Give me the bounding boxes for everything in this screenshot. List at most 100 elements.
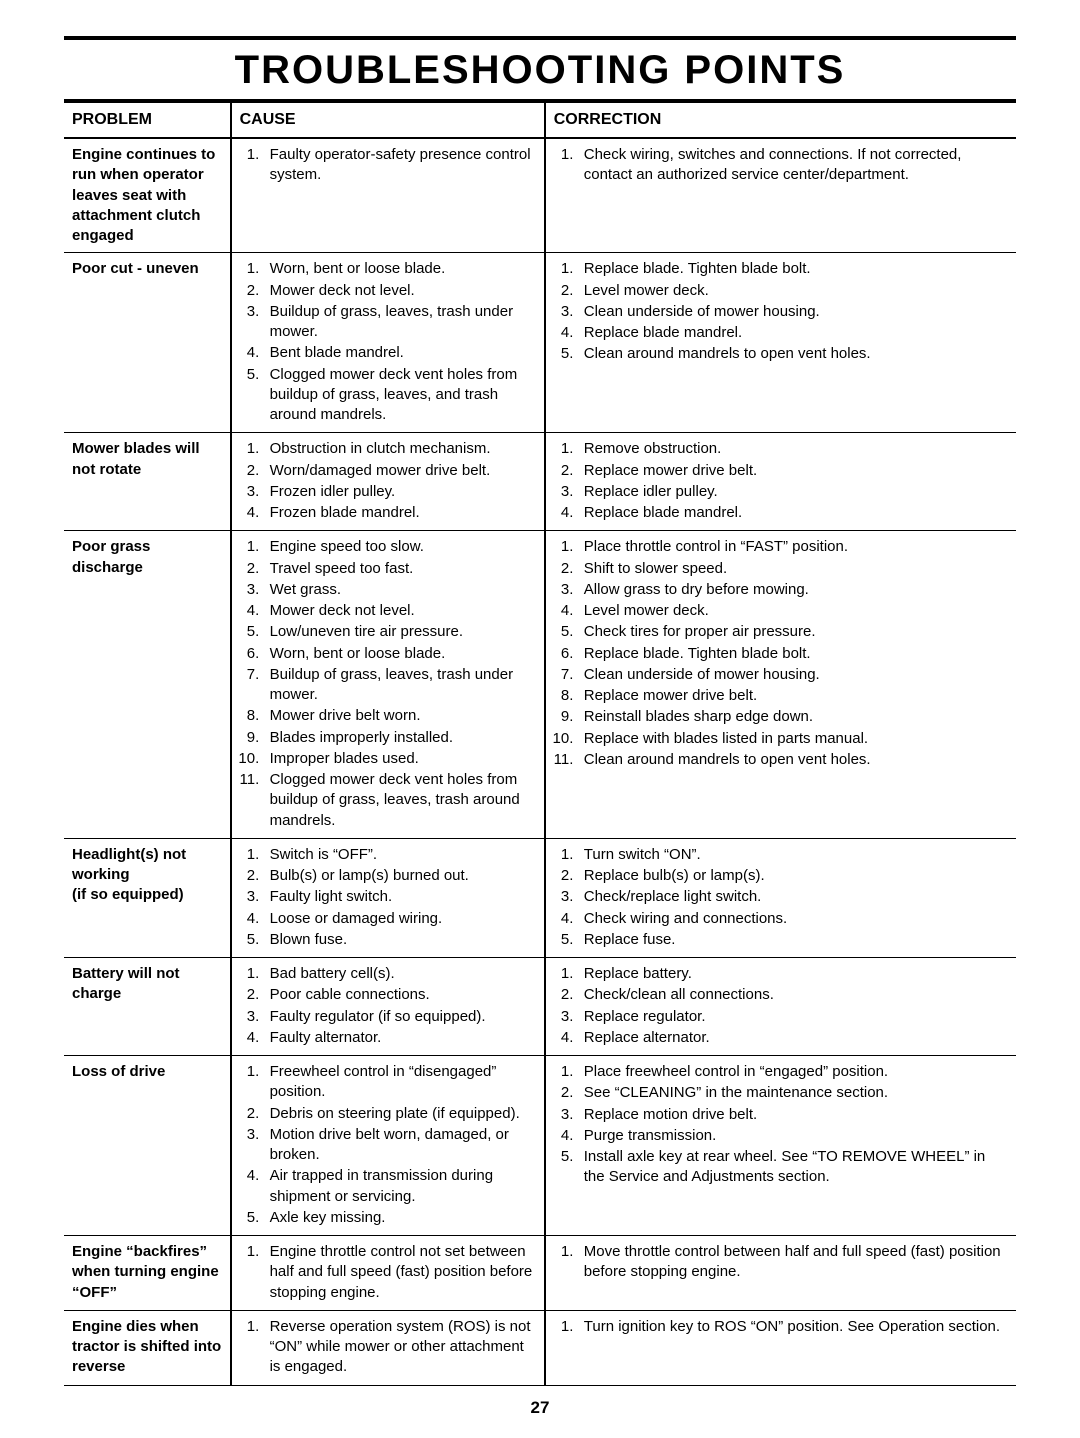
header-problem: PROBLEM: [64, 103, 231, 138]
cause-cell: Reverse operation system (ROS) is not “O…: [231, 1310, 545, 1385]
correction-item: Replace blade. Tighten blade bolt.: [582, 644, 1010, 665]
correction-item: Check tires for proper air pressure.: [582, 622, 1010, 643]
cause-item: Bulb(s) or lamp(s) burned out.: [268, 866, 538, 887]
correction-item: Shift to slower speed.: [582, 559, 1010, 580]
correction-item: Replace mower drive belt.: [582, 461, 1010, 482]
correction-item: Replace bulb(s) or lamp(s).: [582, 866, 1010, 887]
cause-item: Switch is “OFF”.: [268, 845, 538, 866]
correction-item: Replace blade mandrel.: [582, 503, 1010, 524]
cause-item: Travel speed too fast.: [268, 559, 538, 580]
cause-item: Debris on steering plate (if equipped).: [268, 1104, 538, 1125]
correction-item: Purge transmission.: [582, 1126, 1010, 1147]
correction-item: Replace mower drive belt.: [582, 686, 1010, 707]
correction-cell: Turn ignition key to ROS “ON” position. …: [545, 1310, 1016, 1385]
cause-item: Freewheel control in “disengaged” positi…: [268, 1062, 538, 1104]
problem-cell: Poor cut - uneven: [64, 253, 231, 433]
cause-item: Loose or damaged wiring.: [268, 909, 538, 930]
cause-item: Faulty alternator.: [268, 1028, 538, 1049]
cause-item: Frozen idler pulley.: [268, 482, 538, 503]
correction-item: Clean underside of mower housing.: [582, 665, 1010, 686]
cause-item: Blown fuse.: [268, 930, 538, 951]
problem-cell: Loss of drive: [64, 1056, 231, 1236]
cause-item: Buildup of grass, leaves, trash under mo…: [268, 302, 538, 344]
problem-cell: Engine “back­fires” when turn­ing engine…: [64, 1236, 231, 1311]
correction-item: Move throttle control between half and f…: [582, 1242, 1010, 1284]
table-row: Battery will not chargeBad battery cell(…: [64, 958, 1016, 1056]
problem-cell: Battery will not charge: [64, 958, 231, 1056]
cause-item: Worn, bent or loose blade.: [268, 644, 538, 665]
correction-cell: Place throttle control in “FAST” positio…: [545, 531, 1016, 839]
cause-item: Low/uneven tire air pressure.: [268, 622, 538, 643]
correction-item: Replace regulator.: [582, 1007, 1010, 1028]
correction-item: Clean around mandrels to open vent holes…: [582, 344, 1010, 365]
cause-item: Obstruction in clutch mechanism.: [268, 439, 538, 460]
table-header-row: PROBLEM CAUSE CORRECTION: [64, 103, 1016, 138]
correction-item: Replace blade mandrel.: [582, 323, 1010, 344]
cause-item: Engine throttle control not set between …: [268, 1242, 538, 1304]
correction-cell: Replace battery.Check/clean all connecti…: [545, 958, 1016, 1056]
table-row: Mower blades will not rotateObstruction …: [64, 433, 1016, 531]
correction-item: Check wiring and connections.: [582, 909, 1010, 930]
correction-item: Place throttle control in “FAST” positio…: [582, 537, 1010, 558]
cause-item: Poor cable connections.: [268, 985, 538, 1006]
cause-item: Blades improperly installed.: [268, 728, 538, 749]
correction-cell: Place freewheel control in “engaged” pos…: [545, 1056, 1016, 1236]
cause-cell: Engine speed too slow.Travel speed too f…: [231, 531, 545, 839]
correction-item: Check wiring, switches and connections. …: [582, 145, 1010, 187]
correction-item: Check/clean all connections.: [582, 985, 1010, 1006]
cause-cell: Engine throttle control not set between …: [231, 1236, 545, 1311]
cause-item: Axle key missing.: [268, 1208, 538, 1229]
table-row: Engine continues to run when oper­ator l…: [64, 138, 1016, 253]
page-title: TROUBLESHOOTING POINTS: [64, 48, 1016, 93]
correction-item: See “CLEANING” in the maintenance sectio…: [582, 1083, 1010, 1104]
cause-item: Faulty light switch.: [268, 887, 538, 908]
correction-item: Replace alternator.: [582, 1028, 1010, 1049]
table-row: Poor cut - unevenWorn, bent or loose bla…: [64, 253, 1016, 433]
correction-item: Clean underside of mower housing.: [582, 302, 1010, 323]
correction-item: Reinstall blades sharp edge down.: [582, 707, 1010, 728]
problem-cell: Poor grass discharge: [64, 531, 231, 839]
correction-cell: Turn switch “ON”.Replace bulb(s) or lamp…: [545, 838, 1016, 957]
correction-item: Replace battery.: [582, 964, 1010, 985]
problem-cell: Engine continues to run when oper­ator l…: [64, 138, 231, 253]
correction-item: Level mower deck.: [582, 601, 1010, 622]
header-cause: CAUSE: [231, 103, 545, 138]
table-row: Engine “back­fires” when turn­ing engine…: [64, 1236, 1016, 1311]
problem-cell: Engine dies when tractor is shifted into…: [64, 1310, 231, 1385]
cause-cell: Switch is “OFF”.Bulb(s) or lamp(s) burne…: [231, 838, 545, 957]
correction-item: Replace fuse.: [582, 930, 1010, 951]
cause-item: Worn/damaged mower drive belt.: [268, 461, 538, 482]
cause-item: Clogged mower deck vent holes from build…: [268, 770, 538, 832]
correction-item: Turn switch “ON”.: [582, 845, 1010, 866]
correction-item: Place freewheel control in “engaged” pos…: [582, 1062, 1010, 1083]
cause-item: Faulty regulator (if so equipped).: [268, 1007, 538, 1028]
table-row: Loss of drive Freewheel control in “disen…: [64, 1056, 1016, 1236]
correction-item: Replace motion drive belt.: [582, 1105, 1010, 1126]
correction-item: Clean around mandrels to open vent holes…: [582, 750, 1010, 771]
page-number: 27: [64, 1398, 1016, 1418]
correction-item: Level mower deck.: [582, 281, 1010, 302]
cause-cell: Obstruction in clutch mechanism.Worn/dam…: [231, 433, 545, 531]
correction-item: Replace idler pulley.: [582, 482, 1010, 503]
cause-item: Motion drive belt worn, damaged, or brok…: [268, 1125, 538, 1167]
correction-cell: Replace blade. Tighten blade bolt.Level …: [545, 253, 1016, 433]
cause-cell: Faulty operator-safety presence control …: [231, 138, 545, 253]
troubleshooting-table: PROBLEM CAUSE CORRECTION Engine continue…: [64, 103, 1016, 1386]
cause-item: Faulty operator-safety presence control …: [268, 145, 538, 187]
correction-cell: Check wiring, switches and connections. …: [545, 138, 1016, 253]
page: TROUBLESHOOTING POINTS PROBLEM CAUSE COR…: [0, 0, 1080, 1438]
correction-item: Check/replace light switch.: [582, 887, 1010, 908]
cause-item: Air trapped in transmission during shipm…: [268, 1166, 538, 1208]
cause-cell: Worn, bent or loose blade.Mower deck not…: [231, 253, 545, 433]
cause-item: Wet grass.: [268, 580, 538, 601]
cause-item: Mower drive belt worn.: [268, 706, 538, 727]
correction-item: Turn ignition key to ROS “ON” position. …: [582, 1317, 1010, 1338]
correction-cell: Remove obstruction.Replace mower drive b…: [545, 433, 1016, 531]
header-correction: CORRECTION: [545, 103, 1016, 138]
correction-item: Remove obstruction.: [582, 439, 1010, 460]
cause-item: Frozen blade mandrel.: [268, 503, 538, 524]
problem-cell: Headlight(s) not working(if so equipped): [64, 838, 231, 957]
correction-item: Replace blade. Tighten blade bolt.: [582, 259, 1010, 280]
table-row: Headlight(s) not working(if so equipped)…: [64, 838, 1016, 957]
cause-item: Buildup of grass, leaves, trash under mo…: [268, 665, 538, 707]
